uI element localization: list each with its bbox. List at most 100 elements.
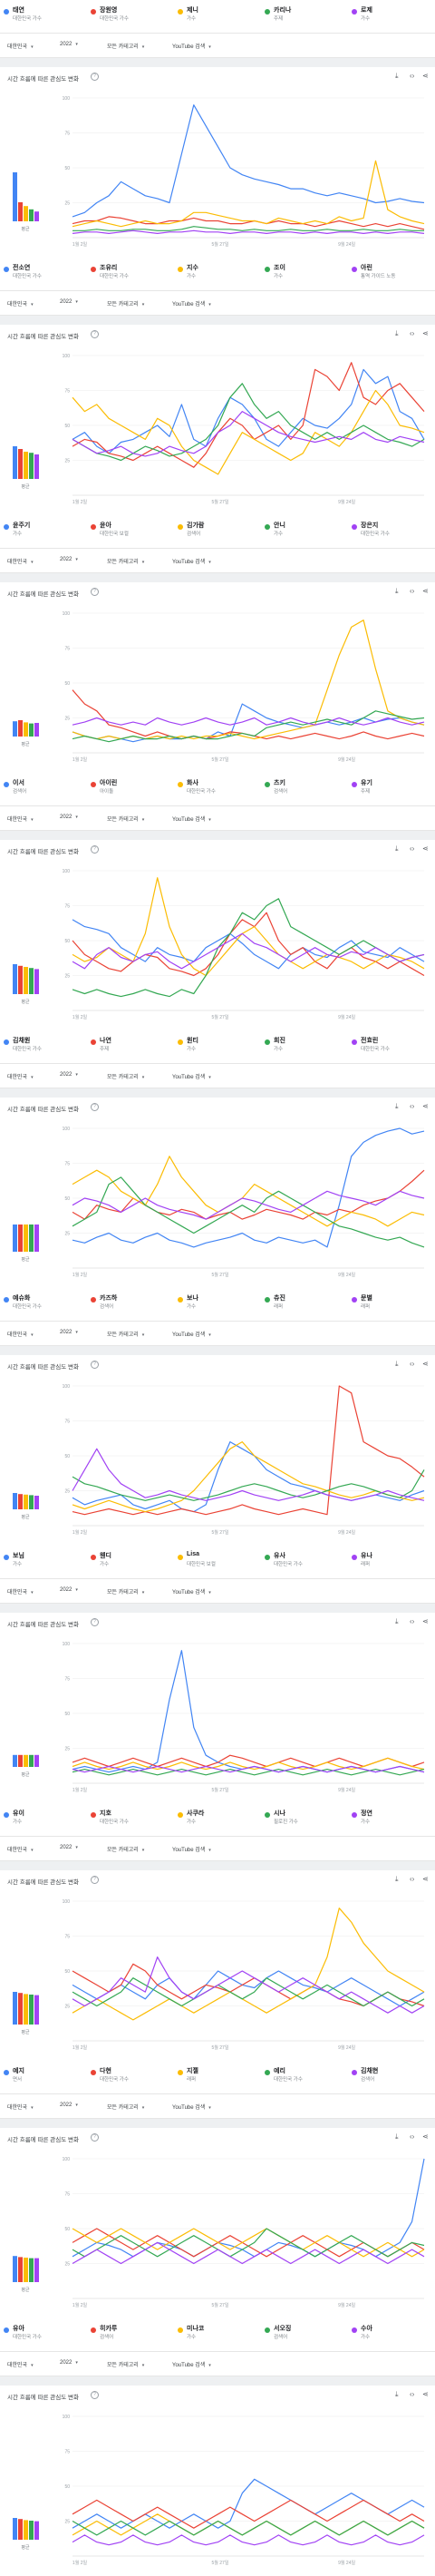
download-icon[interactable]: ⤓	[395, 1875, 399, 1883]
year-filter[interactable]: 2022 ▾	[60, 1072, 78, 1078]
legend-item[interactable]: 츠키 검색어	[265, 778, 348, 804]
category-filter[interactable]: 모든 카테고리 ▾	[107, 2103, 144, 2111]
region-filter[interactable]: 대한민국 ▾	[7, 299, 34, 307]
legend-item[interactable]: 안니 가수	[265, 521, 348, 546]
legend-item[interactable]: 희진 가수	[265, 1036, 348, 1061]
legend-item[interactable]: 윤아 대한민국 보컬	[91, 521, 174, 546]
help-icon[interactable]: ?	[91, 588, 99, 596]
legend-item[interactable]: 서오징 검색어	[265, 2324, 348, 2349]
source-filter[interactable]: YouTube 검색 ▾	[172, 2360, 211, 2368]
legend-item[interactable]: 예슈화 대한민국 가수	[4, 1293, 87, 1319]
source-filter[interactable]: YouTube 검색 ▾	[172, 557, 211, 565]
legend-item[interactable]: 이서 검색어	[4, 778, 87, 804]
help-icon[interactable]: ?	[91, 1103, 99, 1111]
embed-icon[interactable]: ‹›	[410, 2390, 415, 2398]
year-filter[interactable]: 2022 ▾	[60, 1330, 78, 1335]
help-icon[interactable]: ?	[91, 845, 99, 854]
legend-item[interactable]: 정연 가수	[352, 1809, 435, 1834]
legend-item[interactable]: 보나 가수	[178, 1293, 261, 1319]
legend-item[interactable]: 제니 가수	[178, 5, 261, 31]
share-icon[interactable]: ⋖	[422, 329, 429, 337]
legend-item[interactable]: 히카루 검색어	[91, 2324, 174, 2349]
legend-item[interactable]: 보님 가수	[4, 1551, 87, 1576]
download-icon[interactable]: ⤓	[395, 1617, 399, 1625]
embed-icon[interactable]: ‹›	[410, 72, 415, 80]
category-filter[interactable]: 모든 카테고리 ▾	[107, 1587, 144, 1595]
year-filter[interactable]: 2022 ▾	[60, 557, 78, 562]
source-filter[interactable]: YouTube 검색 ▾	[172, 1072, 211, 1080]
region-filter[interactable]: 대한민국 ▾	[7, 1072, 34, 1080]
legend-item[interactable]: 전효린 대한민국 가수	[352, 1036, 435, 1061]
help-icon[interactable]: ?	[91, 73, 99, 81]
help-icon[interactable]: ?	[91, 1618, 99, 1626]
source-filter[interactable]: YouTube 검색 ▾	[172, 1587, 211, 1595]
source-filter[interactable]: YouTube 검색 ▾	[172, 2103, 211, 2111]
legend-item[interactable]: 조유리 대한민국 가수	[91, 263, 174, 288]
region-filter[interactable]: 대한민국 ▾	[7, 1845, 34, 1853]
category-filter[interactable]: 모든 카테고리 ▾	[107, 1845, 144, 1853]
category-filter[interactable]: 모든 카테고리 ▾	[107, 2360, 144, 2368]
region-filter[interactable]: 대한민국 ▾	[7, 2103, 34, 2111]
share-icon[interactable]: ⋖	[422, 1360, 429, 1368]
embed-icon[interactable]: ‹›	[410, 1360, 415, 1368]
legend-item[interactable]: 김채원 대한민국 가수	[4, 1036, 87, 1061]
embed-icon[interactable]: ‹›	[410, 1875, 415, 1883]
embed-icon[interactable]: ‹›	[410, 844, 415, 853]
legend-item[interactable]: 유아 대한민국 가수	[4, 2324, 87, 2349]
legend-item[interactable]: Lisa 대한민국 보컬	[178, 1551, 261, 1576]
region-filter[interactable]: 대한민국 ▾	[7, 815, 34, 823]
download-icon[interactable]: ⤓	[395, 329, 399, 337]
help-icon[interactable]: ?	[91, 330, 99, 338]
download-icon[interactable]: ⤓	[395, 587, 399, 595]
year-filter[interactable]: 2022 ▾	[60, 1845, 78, 1850]
source-filter[interactable]: YouTube 검색 ▾	[172, 1330, 211, 1338]
download-icon[interactable]: ⤓	[395, 2390, 399, 2398]
embed-icon[interactable]: ‹›	[410, 329, 415, 337]
legend-item[interactable]: 유기 주제	[352, 778, 435, 804]
legend-item[interactable]: 로제 가수	[352, 5, 435, 31]
legend-item[interactable]: 장원영 대한민국 가수	[91, 5, 174, 31]
source-filter[interactable]: YouTube 검색 ▾	[172, 815, 211, 823]
legend-item[interactable]: 츄진 래퍼	[265, 1293, 348, 1319]
legend-item[interactable]: 지호 대한민국 가수	[91, 1809, 174, 1834]
category-filter[interactable]: 모든 카테고리 ▾	[107, 815, 144, 823]
region-filter[interactable]: 대한민국 ▾	[7, 557, 34, 565]
year-filter[interactable]: 2022 ▾	[60, 299, 78, 305]
legend-item[interactable]: 문별 래퍼	[352, 1293, 435, 1319]
region-filter[interactable]: 대한민국 ▾	[7, 1587, 34, 1595]
legend-item[interactable]: 유나 래퍼	[352, 1551, 435, 1576]
embed-icon[interactable]: ‹›	[410, 1617, 415, 1625]
share-icon[interactable]: ⋖	[422, 72, 429, 80]
embed-icon[interactable]: ‹›	[410, 587, 415, 595]
source-filter[interactable]: YouTube 검색 ▾	[172, 42, 211, 50]
region-filter[interactable]: 대한민국 ▾	[7, 1330, 34, 1338]
region-filter[interactable]: 대한민국 ▾	[7, 42, 34, 50]
legend-item[interactable]: 아린 통역 가이드 노동	[352, 263, 435, 288]
legend-item[interactable]: 수아 가수	[352, 2324, 435, 2349]
legend-item[interactable]: 장은지 대한민국 가수	[352, 521, 435, 546]
legend-item[interactable]: 전소연 대한민국 가수	[4, 263, 87, 288]
source-filter[interactable]: YouTube 검색 ▾	[172, 1845, 211, 1853]
download-icon[interactable]: ⤓	[395, 72, 399, 80]
category-filter[interactable]: 모든 카테고리 ▾	[107, 42, 144, 50]
legend-item[interactable]: 카리나 주제	[265, 5, 348, 31]
legend-item[interactable]: 태연 대한민국 가수	[4, 5, 87, 31]
legend-item[interactable]: 아이린 아이돌	[91, 778, 174, 804]
category-filter[interactable]: 모든 카테고리 ▾	[107, 299, 144, 307]
embed-icon[interactable]: ‹›	[410, 2132, 415, 2141]
download-icon[interactable]: ⤓	[395, 1360, 399, 1368]
share-icon[interactable]: ⋖	[422, 1102, 429, 1110]
legend-item[interactable]: 예지 면서	[4, 2066, 87, 2092]
legend-item[interactable]: 시나 필로진 가수	[265, 1809, 348, 1834]
category-filter[interactable]: 모든 카테고리 ▾	[107, 557, 144, 565]
share-icon[interactable]: ⋖	[422, 844, 429, 853]
legend-item[interactable]: 웬디 가수	[91, 1551, 174, 1576]
year-filter[interactable]: 2022 ▾	[60, 2103, 78, 2108]
download-icon[interactable]: ⤓	[395, 844, 399, 853]
legend-item[interactable]: 김가람 검색어	[178, 521, 261, 546]
download-icon[interactable]: ⤓	[395, 2132, 399, 2141]
legend-item[interactable]: 카즈하 검색어	[91, 1293, 174, 1319]
legend-item[interactable]: 사쿠라 가수	[178, 1809, 261, 1834]
legend-item[interactable]: 나연 주제	[91, 1036, 174, 1061]
help-icon[interactable]: ?	[91, 2391, 99, 2399]
